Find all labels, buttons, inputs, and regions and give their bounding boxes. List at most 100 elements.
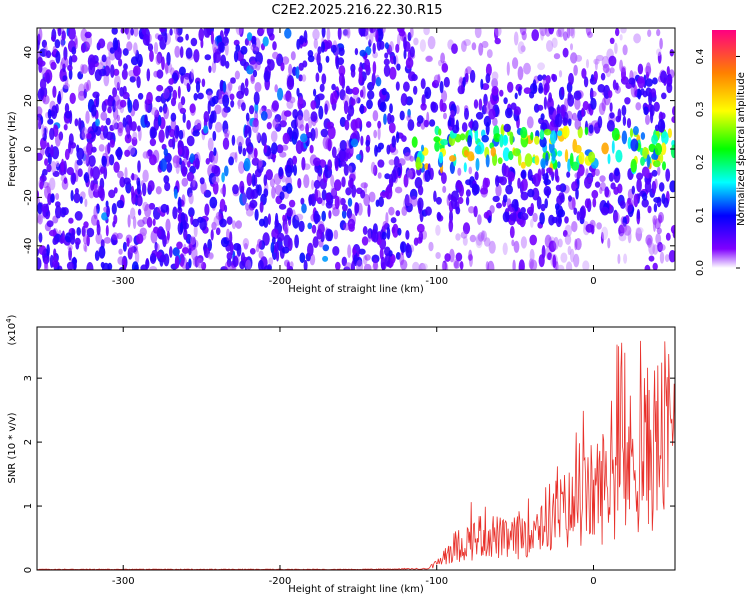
heatmap-cell <box>543 128 552 136</box>
heatmap-cell <box>656 227 662 235</box>
heatmap-cell <box>267 213 271 225</box>
heatmap-cell <box>601 142 609 155</box>
heatmap-cell <box>134 250 140 264</box>
heatmap-cell <box>149 138 157 147</box>
heatmap-cell <box>443 76 450 88</box>
heatmap-cell <box>121 68 128 80</box>
heatmap-cell <box>670 144 675 159</box>
heatmap-cell <box>197 92 204 100</box>
heatmap-cell <box>420 78 426 90</box>
heatmap-cell <box>335 261 341 270</box>
heatmap-cell <box>621 130 628 145</box>
heatmap-cell <box>177 146 183 156</box>
heatmap-cell <box>309 144 314 154</box>
heatmap-cell <box>465 196 470 206</box>
heatmap-cell <box>153 116 160 131</box>
heatmap-cell <box>517 66 524 81</box>
heatmap-cell <box>295 115 304 129</box>
heatmap-cell <box>320 128 329 138</box>
heatmap-cell <box>609 37 615 44</box>
heatmap-cell <box>54 39 61 49</box>
heatmap-cell <box>57 28 62 37</box>
heatmap-cell <box>588 151 596 163</box>
heatmap-cell <box>47 108 52 120</box>
heatmap-cell <box>64 103 70 114</box>
heatmap-cell <box>55 205 62 219</box>
heatmap-cell <box>529 259 538 270</box>
heatmap-cell <box>211 60 217 73</box>
y-tick-label: 2 <box>23 439 34 445</box>
snr-panel: -300 -200 -100 0 0 1 2 3 Height of straight lin… <box>5 314 676 595</box>
heatmap-cell <box>325 200 333 209</box>
heatmap-cell <box>166 52 171 66</box>
heatmap-cell <box>91 214 98 226</box>
heatmap-cell <box>110 64 115 78</box>
heatmap-cell <box>244 87 249 97</box>
heatmap-cell <box>224 28 229 37</box>
heatmap-cell <box>507 81 514 93</box>
heatmap-cell <box>226 216 233 225</box>
heatmap-cell <box>55 133 61 147</box>
heatmap-cell <box>619 34 623 41</box>
heatmap-cell <box>621 65 627 73</box>
heatmap-cell <box>108 189 116 199</box>
heatmap-cell <box>590 90 597 97</box>
heatmap-cell <box>296 87 300 97</box>
heatmap-cell <box>76 159 83 166</box>
heatmap-cell <box>114 101 118 111</box>
heatmap-cell <box>555 184 562 192</box>
heatmap-cell <box>521 178 528 192</box>
heatmap-cell <box>98 38 106 49</box>
heatmap-cell <box>520 169 527 180</box>
heatmap-cell <box>164 32 168 43</box>
heatmap-cell <box>652 262 658 270</box>
heatmap-cell <box>384 42 389 50</box>
heatmap-cell <box>573 64 578 76</box>
heatmap-cell <box>185 261 190 270</box>
heatmap-cell <box>567 118 572 127</box>
heatmap-cell <box>544 234 552 248</box>
heatmap-cell <box>348 223 355 232</box>
heatmap-cell <box>41 124 45 138</box>
heatmap-cell <box>359 49 367 57</box>
heatmap-cell <box>172 206 178 220</box>
heatmap-cell <box>424 86 432 99</box>
heatmap-cell <box>122 91 130 100</box>
heatmap-cell <box>530 131 534 141</box>
heatmap-cell <box>124 149 131 157</box>
heatmap-cell <box>487 260 495 270</box>
heatmap-cell <box>147 43 154 52</box>
spectrogram-x-label: Height of straight line (km) <box>288 284 424 295</box>
y-tick-label: 40 <box>23 46 34 59</box>
heatmap-cell <box>157 34 163 41</box>
heatmap-cell <box>539 28 547 37</box>
heatmap-cell <box>658 182 665 192</box>
heatmap-cell <box>86 141 93 156</box>
heatmap-cell <box>260 110 268 121</box>
heatmap-cell <box>393 156 400 168</box>
heatmap-cell <box>381 231 387 240</box>
heatmap-cell <box>377 159 385 168</box>
heatmap-cell <box>230 241 234 256</box>
heatmap-cell <box>645 62 652 77</box>
heatmap-cell <box>309 253 316 266</box>
heatmap-cell <box>69 92 76 105</box>
heatmap-cell <box>133 28 139 37</box>
heatmap-cell <box>540 158 546 169</box>
heatmap-cell <box>485 121 490 136</box>
heatmap-cell <box>633 33 641 44</box>
heatmap-cell <box>483 115 492 127</box>
heatmap-cell <box>435 252 441 259</box>
heatmap-cell <box>356 154 362 160</box>
heatmap-cell <box>421 144 424 152</box>
heatmap-cell <box>250 44 257 51</box>
heatmap-cell <box>405 57 414 69</box>
heatmap-cell <box>236 135 244 147</box>
heatmap-cell <box>629 128 634 138</box>
heatmap-cell <box>394 186 403 194</box>
heatmap-cell <box>174 45 181 58</box>
heatmap-cell <box>146 68 151 82</box>
heatmap-cell <box>375 199 380 207</box>
heatmap-cell <box>119 99 127 108</box>
